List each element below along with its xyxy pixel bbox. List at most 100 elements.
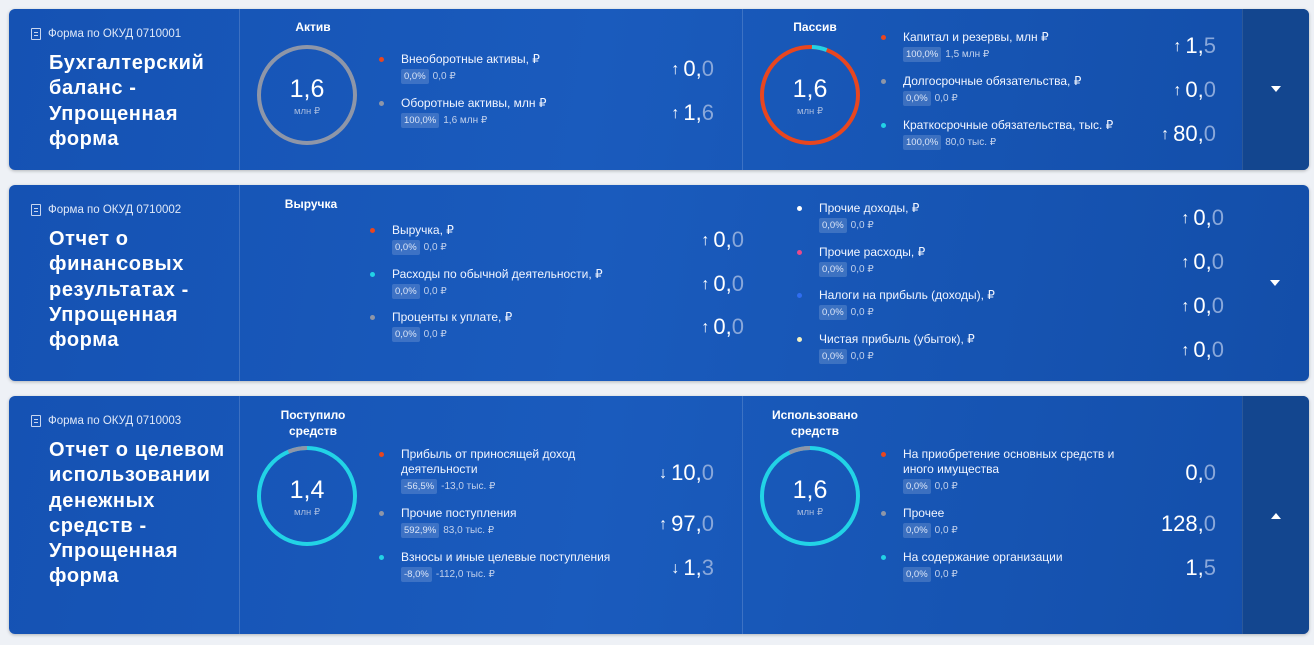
item-sub-value: 83,0 тыс. ₽: [443, 525, 495, 536]
item-value: ↓ 1,3: [671, 555, 714, 580]
section-title: Актив: [295, 20, 331, 34]
form-title[interactable]: Отчет о целевом использовании денежных с…: [49, 439, 225, 588]
item-sub-value: 0,0 ₽: [432, 71, 456, 82]
arrow-up-icon: ↑: [671, 61, 680, 78]
item-label: Взносы и иные целевые поступления: [401, 550, 611, 564]
list-item: Краткосрочные обязательства, тыс. ₽ 100,…: [881, 118, 1153, 150]
item-value: ↑ 80,0: [1161, 121, 1216, 146]
form-code: Форма по ОКУД 0710001: [31, 28, 181, 40]
list-item: Расходы по обычной деятельности, ₽ 0,0% 0…: [370, 267, 652, 299]
donut-unit: млн ₽: [293, 106, 320, 117]
section-title: Поступило средств: [280, 408, 346, 438]
section-liabilities: Пассив 1,6 млн ₽ Капитал и резервы, млн …: [744, 9, 1242, 170]
item-sub-value: 0,0 ₽: [423, 286, 447, 297]
arrow-up-icon: ↑: [671, 105, 680, 122]
arrow-down-icon: ↓: [671, 560, 680, 577]
dot-marker: [797, 293, 802, 298]
form-info: Форма по ОКУД 0710001 Бухгалтерский бала…: [9, 9, 240, 170]
item-label: На содержание организации: [903, 550, 1063, 564]
section-title: Использовано средств: [771, 408, 859, 438]
item-value: ↑ 0,0: [701, 271, 744, 296]
list-item: Взносы и иные целевые поступления -8,0% -…: [379, 550, 661, 582]
list-item: Проценты к уплате, ₽ 0,0% 0,0 ₽: [370, 310, 652, 342]
item-label: Долгосрочные обязательства, ₽: [903, 74, 1082, 88]
percent-badge: 0,0%: [903, 523, 931, 538]
section-revenue: Выручка Выручка, ₽ 0,0% 0,0 ₽ ↑ 0,0 Расход…: [241, 185, 761, 381]
list-item: Прибыль от приносящей доход деятельности…: [379, 447, 601, 494]
form-code-text: Форма по ОКУД 0710002: [48, 204, 182, 216]
donut-total: 1,6: [792, 476, 828, 504]
item-label: Прочее: [903, 506, 945, 520]
list-item: Прочее 0,0% 0,0 ₽: [881, 506, 1133, 538]
dot-marker: [370, 228, 375, 233]
item-sub-value: 0,0 ₽: [934, 93, 958, 104]
list-item: Долгосрочные обязательства, ₽ 0,0% 0,0 ₽: [881, 74, 1153, 106]
item-sub-value: 0,0 ₽: [934, 569, 958, 580]
list-item: На содержание организации 0,0% 0,0 ₽: [881, 550, 1133, 582]
dot-marker: [379, 452, 384, 457]
arrow-up-icon: ↑: [1181, 254, 1190, 271]
item-value: ↑ 97,0: [659, 511, 714, 536]
list-item: Чистая прибыль (убыток), ₽ 0,0% 0,0 ₽: [797, 332, 1079, 364]
percent-badge: 100,0%: [903, 47, 942, 62]
item-label: Прочие поступления: [401, 506, 517, 520]
report-card-balance: Форма по ОКУД 0710001 Бухгалтерский бала…: [9, 9, 1309, 170]
report-card-target-funds: Форма по ОКУД 0710003 Отчет о целевом ис…: [9, 396, 1309, 634]
donut-chart: 1,4 млн ₽: [256, 445, 358, 547]
form-title[interactable]: Бухгалтерский баланс - Упрощенная форма: [49, 52, 205, 150]
item-label: На приобретение основных средств и иного…: [903, 447, 1115, 476]
dot-marker: [881, 511, 886, 516]
item-value: 128,0: [1160, 511, 1216, 536]
report-card-financial-results: Форма по ОКУД 0710002 Отчет о финансовых…: [9, 185, 1309, 381]
percent-badge: 0,0%: [903, 567, 931, 582]
percent-badge: 100,0%: [903, 135, 942, 150]
item-value: ↑ 0,0: [1181, 249, 1224, 274]
list-item: Выручка, ₽ 0,0% 0,0 ₽: [370, 223, 652, 255]
item-label: Расходы по обычной деятельности, ₽: [392, 267, 603, 281]
collapse-toggle-button[interactable]: [1242, 396, 1309, 634]
dot-marker: [370, 315, 375, 320]
list-item: Внеоборотные активы, ₽ 0,0% 0,0 ₽: [379, 52, 661, 84]
chevron-up-icon: [1271, 513, 1281, 519]
percent-badge: 0,0%: [819, 305, 847, 320]
dot-marker: [797, 337, 802, 342]
item-value: ↑ 0,0: [1181, 293, 1224, 318]
list-item: Прочие доходы, ₽ 0,0% 0,0 ₽: [797, 201, 1079, 233]
list-item: Капитал и резервы, млн ₽ 100,0% 1,5 млн ₽: [881, 30, 1153, 62]
item-sub-value: 0,0 ₽: [850, 307, 874, 318]
item-sub-value: 0,0 ₽: [423, 329, 447, 340]
dot-marker: [379, 57, 384, 62]
item-sub-value: 0,0 ₽: [423, 242, 447, 253]
percent-badge: 0,0%: [392, 284, 420, 299]
dot-marker: [379, 101, 384, 106]
arrow-up-icon: ↑: [1181, 210, 1190, 227]
item-value: ↑ 0,0: [1173, 77, 1216, 102]
arrow-down-icon: ↓: [659, 465, 668, 482]
form-info: Форма по ОКУД 0710002 Отчет о финансовых…: [9, 185, 240, 381]
item-value: ↑ 1,6: [671, 100, 714, 125]
item-sub-value: 0,0 ₽: [850, 220, 874, 231]
list-item: Прочие поступления 592,9% 83,0 тыс. ₽: [379, 506, 661, 538]
arrow-up-icon: ↑: [1181, 298, 1190, 315]
donut-total: 1,6: [289, 75, 325, 103]
section-used: Использовано средств 1,6 млн ₽ На приобр…: [744, 396, 1242, 634]
dot-marker: [881, 79, 886, 84]
donut-total: 1,6: [792, 75, 828, 103]
item-label: Прочие доходы, ₽: [819, 201, 920, 215]
expand-toggle-button[interactable]: [1242, 9, 1309, 170]
item-label: Капитал и резервы, млн ₽: [903, 30, 1049, 44]
dot-marker: [379, 511, 384, 516]
chevron-down-icon: [1270, 280, 1280, 286]
form-title[interactable]: Отчет о финансовых результатах - Упрощен…: [49, 228, 189, 352]
dot-marker: [797, 206, 802, 211]
expand-toggle-button[interactable]: [1242, 185, 1309, 381]
item-label: Чистая прибыль (убыток), ₽: [819, 332, 975, 346]
item-sub-value: 0,0 ₽: [850, 264, 874, 275]
item-sub-value: 0,0 ₽: [850, 351, 874, 362]
percent-badge: 0,0%: [819, 349, 847, 364]
item-label: Оборотные активы, млн ₽: [401, 96, 547, 110]
donut-unit: млн ₽: [293, 507, 320, 518]
list-item: Прочие расходы, ₽ 0,0% 0,0 ₽: [797, 245, 1079, 277]
dot-marker: [797, 250, 802, 255]
dot-marker: [379, 555, 384, 560]
